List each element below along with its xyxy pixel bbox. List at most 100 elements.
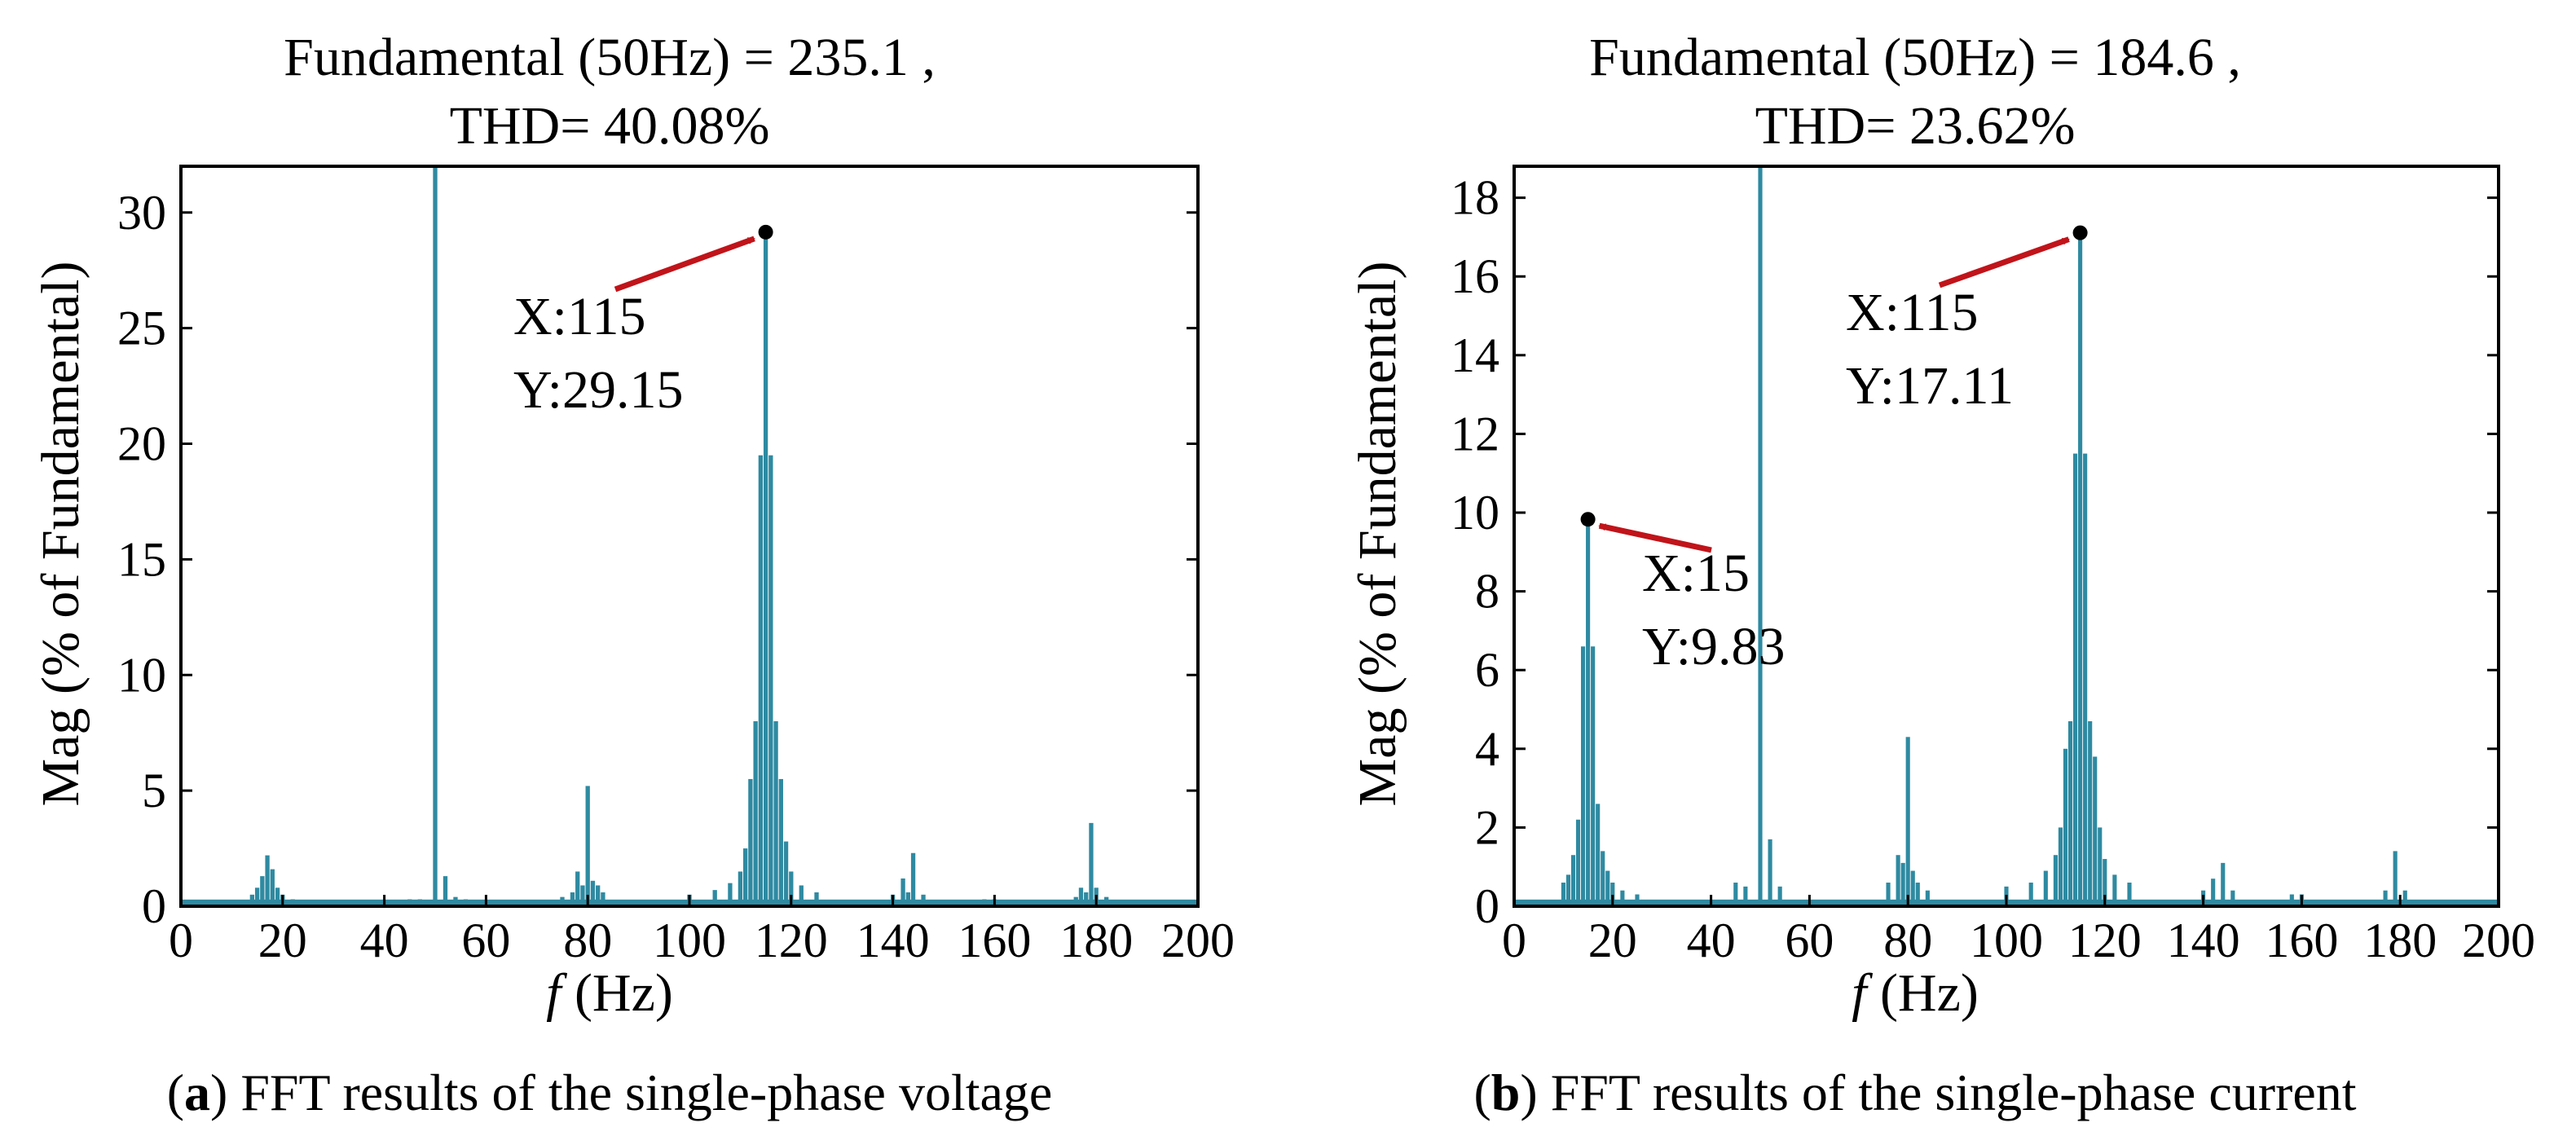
voltage-spectrum-bar bbox=[453, 896, 458, 906]
current-spectrum-bar bbox=[2053, 855, 2058, 906]
current-spectrum-bar bbox=[1743, 886, 1748, 906]
current-x-tick-label: 60 bbox=[1785, 914, 1834, 967]
current-spectrum-bar bbox=[2088, 721, 2093, 906]
voltage-x-tick-label: 100 bbox=[653, 914, 726, 967]
current-x-tick-label: 0 bbox=[1502, 914, 1526, 967]
current-spectrum-bar bbox=[2112, 874, 2117, 906]
current-spectrum-bar bbox=[1733, 883, 1738, 906]
voltage-plot-frame bbox=[179, 165, 1200, 908]
voltage-x-tick-label: 40 bbox=[360, 914, 409, 967]
current-x-tick-label: 200 bbox=[2462, 914, 2535, 967]
voltage-spectrum-bar bbox=[905, 892, 910, 906]
current-y-tick-label: 8 bbox=[1475, 565, 1499, 619]
current-caption-text: ) FFT results of the single-phase curren… bbox=[1520, 1064, 2356, 1121]
current-spectrum-bar bbox=[2383, 890, 2388, 906]
voltage-spectrum-bar bbox=[463, 899, 469, 906]
current-spectrum-bar bbox=[1915, 883, 1920, 906]
current-spectrum-bar bbox=[2393, 851, 2398, 906]
current-plot-frame bbox=[1513, 165, 2500, 908]
voltage-spectrum-bar bbox=[763, 231, 768, 906]
current-y-tick-label: 2 bbox=[1475, 800, 1499, 854]
current-datatip-y: Y:17.11 bbox=[1846, 356, 2014, 416]
current-datatip-x: X:115 bbox=[1846, 283, 1979, 342]
current-spectrum-bar bbox=[1575, 819, 1581, 906]
current-spectrum-bar bbox=[1610, 883, 1615, 906]
voltage-spectrum-bar bbox=[275, 887, 280, 906]
current-y-tick-label: 4 bbox=[1475, 722, 1499, 776]
current-y-axis-label: Mag (% of Fundamental) bbox=[1348, 262, 1407, 807]
voltage-x-tick-label: 120 bbox=[755, 914, 828, 967]
current-spectrum-bar bbox=[2230, 890, 2235, 906]
current-spectrum-bar bbox=[2043, 870, 2048, 906]
voltage-y-axis-label: Mag (% of Fundamental) bbox=[31, 262, 90, 807]
voltage-caption-letter: a bbox=[184, 1064, 210, 1121]
voltage-x-tick-label: 140 bbox=[856, 914, 930, 967]
current-spectrum-bar bbox=[2093, 756, 2098, 906]
voltage-x-tick-label: 20 bbox=[258, 914, 307, 967]
voltage-spectrum-bar bbox=[260, 876, 265, 906]
current-datatip-x: X:15 bbox=[1642, 544, 1750, 603]
voltage-caption-text: ) FFT results of the single-phase voltag… bbox=[210, 1064, 1052, 1121]
current-spectrum-bar bbox=[1561, 883, 1565, 906]
voltage-spectrum-bar bbox=[1084, 892, 1089, 906]
voltage-title-line2: THD= 40.08% bbox=[450, 96, 770, 156]
voltage-y-tick-label: 30 bbox=[117, 186, 166, 240]
current-spectrum-bar bbox=[1601, 851, 1605, 906]
voltage-spectrum-bar bbox=[900, 878, 905, 906]
current-fft-panel: Fundamental (50Hz) = 184.6 , THD= 23.62%… bbox=[1348, 28, 2535, 1121]
voltage-x-tick-label: 60 bbox=[461, 914, 510, 967]
current-spectrum-bar bbox=[2289, 894, 2294, 906]
voltage-spectrum-bar bbox=[596, 885, 601, 906]
voltage-spectrum-bar bbox=[290, 899, 295, 906]
voltage-spectrum-bar bbox=[799, 885, 804, 906]
voltage-y-tick-label: 0 bbox=[142, 879, 166, 933]
current-annotation-arrow bbox=[1598, 522, 1712, 553]
voltage-spectrum-bar bbox=[570, 892, 575, 906]
current-x-axis-unit: (Hz) bbox=[1866, 963, 1978, 1023]
voltage-spectrum-bar bbox=[778, 778, 783, 906]
current-spectrum-bar bbox=[2098, 827, 2103, 906]
voltage-spectrum-bar bbox=[728, 883, 733, 906]
current-y-tick-label: 12 bbox=[1451, 407, 1499, 460]
current-x-ticks: 0 20 40 60 80 100 120 140 160 180 200 bbox=[1502, 895, 2535, 967]
voltage-spectrum-bar bbox=[585, 786, 590, 906]
current-spectrum-bar bbox=[1605, 870, 1610, 906]
voltage-spectrum-bar bbox=[753, 721, 758, 906]
current-spectrum-bar bbox=[2103, 859, 2107, 906]
current-title-line1: Fundamental (50Hz) = 184.6 , bbox=[1589, 28, 2241, 87]
voltage-spectrum-bar bbox=[789, 871, 794, 906]
voltage-fft-panel: Fundamental (50Hz) = 235.1 , THD= 40.08%… bbox=[31, 28, 1235, 1121]
voltage-x-tick-label: 180 bbox=[1059, 914, 1133, 967]
current-y-tick-label: 14 bbox=[1451, 328, 1499, 382]
current-spectrum-bar bbox=[1570, 855, 1576, 906]
current-y-tick-label: 10 bbox=[1451, 486, 1499, 539]
current-spectrum-bar bbox=[1620, 890, 1625, 906]
voltage-spectrum-bar bbox=[783, 841, 789, 906]
voltage-spectrum-bar bbox=[921, 894, 926, 906]
voltage-x-tick-label: 200 bbox=[1161, 914, 1235, 967]
current-spectrum-bar bbox=[1777, 886, 1782, 906]
current-spectrum-bar bbox=[2067, 721, 2073, 906]
voltage-annotation-arrow bbox=[614, 236, 755, 293]
voltage-spectrum-bar bbox=[1073, 896, 1078, 906]
voltage-annotations: X:115 Y:29.15 bbox=[513, 224, 773, 420]
voltage-spectrum-bar bbox=[910, 852, 916, 906]
current-y-tick-label: 6 bbox=[1475, 643, 1499, 697]
current-y-tick-label: 0 bbox=[1475, 879, 1499, 933]
current-spectrum-bar bbox=[2072, 453, 2078, 906]
voltage-spectrum-bar bbox=[1104, 896, 1109, 906]
voltage-y-tick-label: 10 bbox=[117, 648, 166, 702]
current-spectrum-bar bbox=[2058, 827, 2063, 906]
current-x-tick-label: 80 bbox=[1883, 914, 1932, 967]
current-spectrum-bar bbox=[1886, 883, 1891, 906]
current-spectrum-bar bbox=[2127, 883, 2132, 906]
current-x-tick-label: 140 bbox=[2167, 914, 2240, 967]
voltage-spectrum-bar bbox=[590, 880, 596, 906]
current-spectrum-bar bbox=[1900, 862, 1905, 906]
voltage-x-axis-unit: (Hz) bbox=[561, 963, 672, 1023]
voltage-spectrum-bar bbox=[1078, 887, 1084, 906]
current-spectrum-bar bbox=[1768, 839, 1772, 906]
voltage-spectrum-bar bbox=[768, 455, 773, 906]
current-datatip-y: Y:9.83 bbox=[1642, 617, 1785, 676]
current-spectrum-bar bbox=[1905, 737, 1910, 906]
